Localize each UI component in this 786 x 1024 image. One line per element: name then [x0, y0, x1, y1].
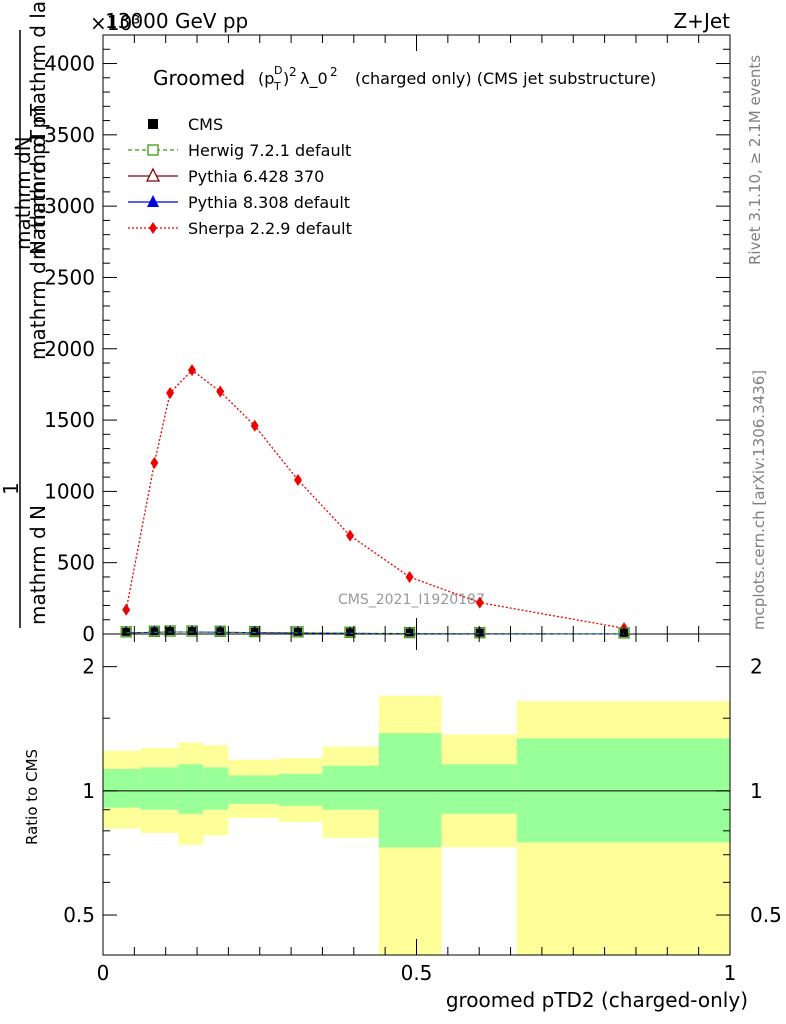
ratio-band-green: [203, 767, 229, 810]
energy-label: 13000 GeV pp: [105, 9, 248, 33]
cms-point: [620, 628, 629, 637]
cms-point: [475, 628, 484, 637]
plot-title: Groomed (p D T ) 2 λ_0 2 (charged only) …: [153, 64, 656, 93]
ratio-ylabel: Ratio to CMS: [23, 749, 41, 845]
sherpa-line: [125, 369, 625, 629]
svg-text:mathrm d pT mathrm d lambda: mathrm d pT mathrm d lambda: [26, 0, 50, 260]
xtick-label: 0.5: [401, 961, 433, 985]
cms-point: [250, 627, 259, 636]
svg-text:): ): [283, 69, 289, 88]
svg-text:(p: (p: [258, 69, 274, 88]
legend-entry: Herwig 7.2.1 default: [128, 141, 351, 160]
ytick-label: 3000: [44, 194, 95, 218]
sherpa-point: [166, 386, 175, 399]
ytick-label: 0: [82, 622, 95, 646]
main-series: [120, 364, 630, 639]
ratio-ytick-label: 1: [82, 779, 95, 803]
ytick-label: 2000: [44, 337, 95, 361]
cms-point: [346, 628, 355, 637]
ytick-label: 1500: [44, 408, 95, 432]
ratio-band-green: [178, 764, 204, 814]
cms-point: [405, 628, 414, 637]
legend-label: Herwig 7.2.1 default: [188, 141, 351, 160]
ratio-band-green: [140, 767, 179, 810]
mcplots-label: mcplots.cern.ch [arXiv:1306.3436]: [750, 370, 768, 630]
legend-label: Pythia 8.308 default: [188, 193, 350, 212]
sherpa-point: [405, 570, 414, 583]
sherpa-point: [346, 529, 355, 542]
svg-text:mathrm d N: mathrm d N: [26, 505, 50, 625]
svg-text:D: D: [274, 64, 282, 77]
legend-entry: Pythia 6.428 370: [128, 167, 324, 186]
legend-marker: [148, 119, 158, 129]
ratio-yticks: 0.5 0.5 1 1 2 2: [63, 655, 782, 927]
process-label: Z+Jet: [673, 9, 730, 33]
sherpa-point: [216, 385, 225, 398]
svg-text:1: 1: [0, 482, 23, 495]
ratio-ytick-label-right: 1: [750, 779, 763, 803]
ytick-label: 500: [57, 551, 95, 575]
x-ticks: 0 0.5 1: [97, 35, 737, 985]
legend-entry: Pythia 8.308 default: [128, 193, 350, 212]
cms-point: [293, 627, 302, 636]
svg-text:mathrm dN: mathrm dN: [11, 136, 35, 250]
main-ylabel: mathrm dN mathrm d pT mathrm d lambda ma…: [0, 0, 50, 628]
cms-point: [188, 627, 197, 636]
legend-marker: [147, 195, 159, 207]
xtick-label: 1: [724, 961, 737, 985]
ratio-bands: [103, 695, 730, 955]
ytick-label: 1000: [44, 479, 95, 503]
svg-text:T: T: [273, 80, 281, 93]
sherpa-point: [250, 419, 259, 432]
ratio-ytick-label: 0.5: [63, 903, 95, 927]
ratio-band-green: [441, 764, 517, 814]
legend-marker: [147, 144, 159, 156]
ytick-label: 4000: [44, 52, 95, 76]
watermark-label: CMS_2021_I1920187: [338, 592, 485, 608]
svg-text:2: 2: [289, 65, 297, 79]
ratio-band-green: [278, 773, 323, 806]
ytick-label: 2500: [44, 265, 95, 289]
ratio-ytick-label-right: 0.5: [750, 903, 782, 927]
legend-entry: Sherpa 2.2.9 default: [128, 219, 352, 238]
ratio-ytick-label: 2: [82, 655, 95, 679]
svg-text:Groomed: Groomed: [153, 66, 245, 90]
legend-entry: CMS: [148, 115, 223, 134]
cms-point: [150, 627, 159, 636]
sherpa-point: [122, 603, 131, 616]
cms-point: [216, 627, 225, 636]
svg-text:2: 2: [330, 65, 338, 79]
legend-marker: [145, 167, 161, 182]
sherpa-point: [475, 596, 484, 609]
ytick-label: 3500: [44, 123, 95, 147]
exponent-label: ×10³: [90, 11, 140, 35]
ratio-band-green: [103, 768, 141, 808]
svg-text:(charged only) (CMS jet substr: (charged only) (CMS jet substructure): [355, 69, 656, 88]
herwig-line: [126, 631, 625, 635]
svg-text:λ_0: λ_0: [300, 69, 328, 89]
ratio-band-green: [378, 733, 442, 848]
sherpa-point: [188, 364, 197, 377]
x-axis-label: groomed pTD2 (charged-only): [446, 988, 748, 1012]
ratio-ytick-label-right: 2: [750, 655, 763, 679]
rivet-label: Rivet 3.1.10, ≥ 2.1M events: [746, 55, 764, 265]
sherpa-point: [150, 456, 159, 469]
cms-point: [166, 627, 175, 636]
sherpa-point: [293, 473, 302, 486]
legend-label: Sherpa 2.2.9 default: [188, 219, 352, 238]
cms-point: [122, 627, 131, 636]
legend: CMS Herwig 7.2.1 default Pythia 6.428 370 P…: [128, 115, 352, 238]
legend-marker: [149, 222, 157, 234]
ratio-band-green: [322, 765, 379, 810]
svg-text:mathrm d N mathrm d pT: mathrm d N mathrm d pT: [26, 103, 50, 360]
main-yticks: 0 500 1000 1500 2000 2500 3000 3500 4000: [44, 34, 730, 646]
legend-label: CMS: [188, 115, 223, 134]
legend-label: Pythia 6.428 370: [188, 167, 324, 186]
xtick-label: 0: [97, 961, 110, 985]
ratio-band-green: [228, 775, 279, 804]
